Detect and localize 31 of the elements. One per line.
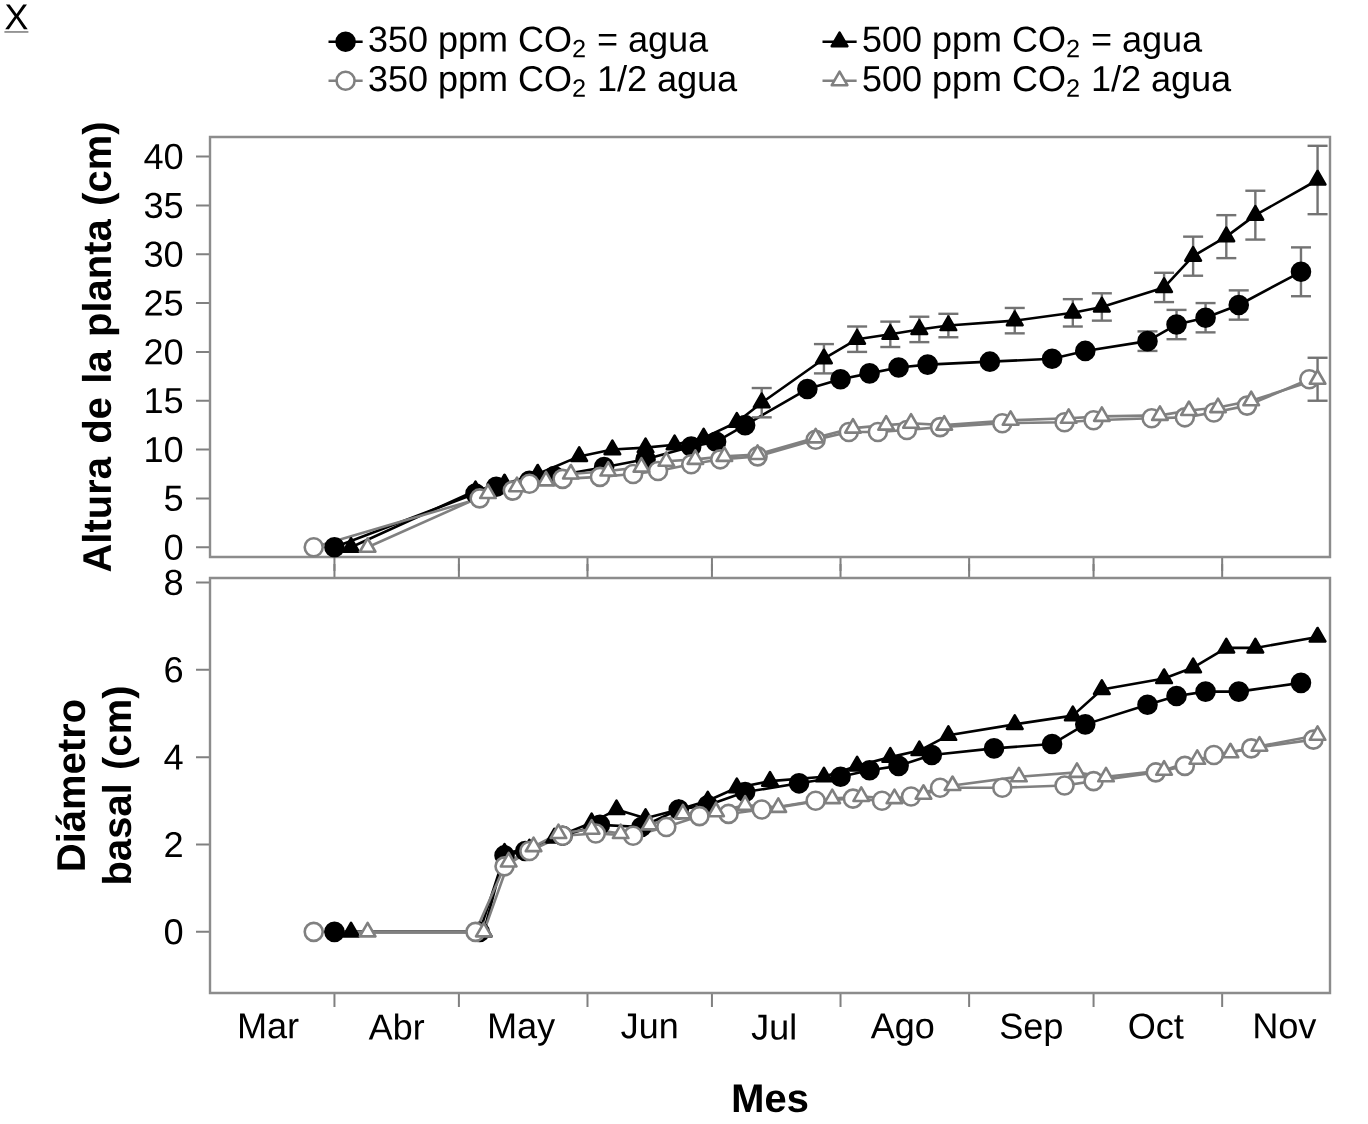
y-tick-label: 0 — [165, 534, 183, 560]
x-tick-label: May — [490, 1013, 556, 1046]
x-tick-label: Ago — [870, 1013, 934, 1046]
y-axis-title: Diámetro basal (cm) — [55, 687, 140, 883]
y-tick-label: 25 — [145, 290, 183, 316]
x-tick-label: Jun — [621, 1013, 677, 1039]
y-tick-label: 20 — [145, 338, 183, 365]
x-tick-label: Jul — [751, 1013, 795, 1040]
x-tick-label: Oct — [1129, 1013, 1184, 1039]
x-tick-label: Sep — [1000, 1013, 1062, 1046]
y-tick-label: 40 — [144, 143, 183, 170]
legend-label: 350 ppm CO$_{2}$ 1/2 agua — [369, 64, 738, 99]
y-tick-label: 6 — [165, 656, 183, 683]
y-tick-label: 0 — [165, 918, 183, 945]
x-tick-label: Nov — [1255, 1013, 1317, 1039]
x-axis-title: Mes — [733, 1084, 808, 1113]
y-tick-label: 35 — [144, 192, 183, 218]
y-axis-title: Altura de la planta (cm) — [81, 123, 120, 572]
y-tick-label: 4 — [164, 744, 183, 770]
y-tick-label: 2 — [165, 831, 182, 857]
legend-label: 500 ppm CO$_{2}$ = agua — [863, 26, 1203, 59]
legend-label: 500 ppm CO$_{2}$ 1/2 agua — [863, 64, 1232, 99]
y-tick-label: 15 — [146, 388, 183, 414]
y-tick-label: 30 — [144, 241, 183, 267]
x-tick-label: Abr — [368, 1013, 425, 1040]
y-tick-label: 8 — [165, 569, 183, 595]
y-tick-label: 10 — [146, 436, 183, 463]
y-tick-label: 5 — [165, 485, 183, 511]
x-tick-label: Mar — [240, 1013, 299, 1039]
legend-label: 350 ppm CO$_{2}$ = agua — [369, 26, 709, 59]
text: X — [5, 4, 28, 30]
